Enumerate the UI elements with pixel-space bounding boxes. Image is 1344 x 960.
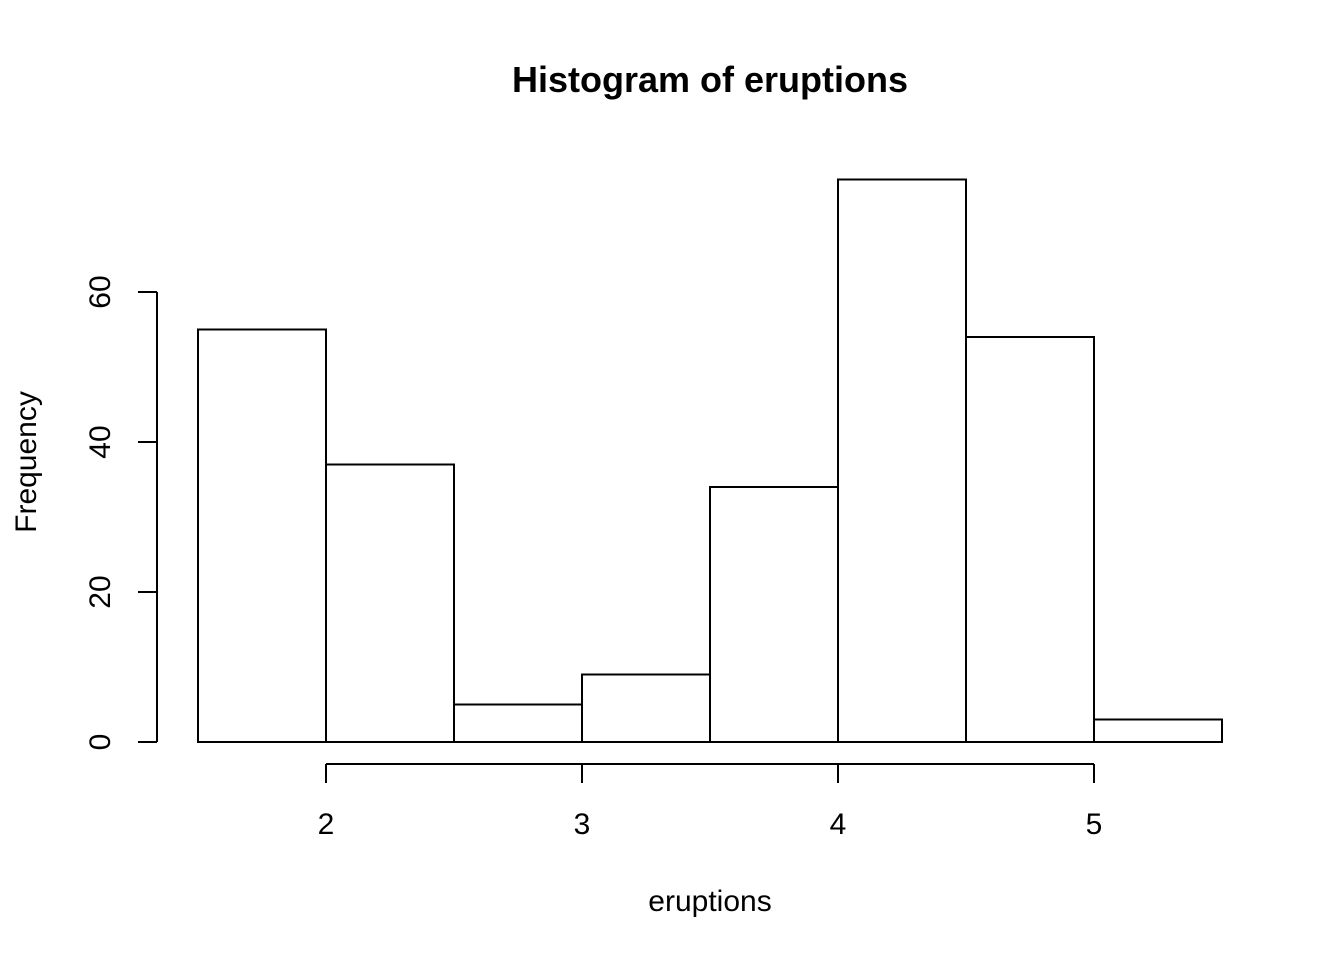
x-axis-label: eruptions [648,885,771,918]
x-tick-label: 4 [830,808,847,841]
histogram-bar-6 [837,178,967,743]
y-tick-label: 40 [84,425,117,458]
histogram-bar-7 [965,336,1095,743]
bars-group [197,178,1223,743]
histogram-bar-3 [453,703,583,743]
x-tick-label: 5 [1086,808,1103,841]
y-tick-label: 60 [84,275,117,308]
x-tick-label: 2 [318,808,335,841]
y-tick-label: 20 [84,575,117,608]
histogram-bar-8 [1093,718,1223,743]
y-axis-label: Frequency [10,391,43,533]
x-tick-label: 3 [574,808,591,841]
histogram-bar-5 [709,486,839,743]
y-axis: 0 20 40 60 [84,275,158,751]
chart-title: Histogram of eruptions [512,59,908,100]
histogram-bar-1 [197,328,327,743]
histogram-bar-4 [581,673,711,743]
histogram-bar-2 [325,463,455,743]
y-tick-label: 0 [84,734,117,751]
x-axis: 2 3 4 5 [318,763,1103,841]
